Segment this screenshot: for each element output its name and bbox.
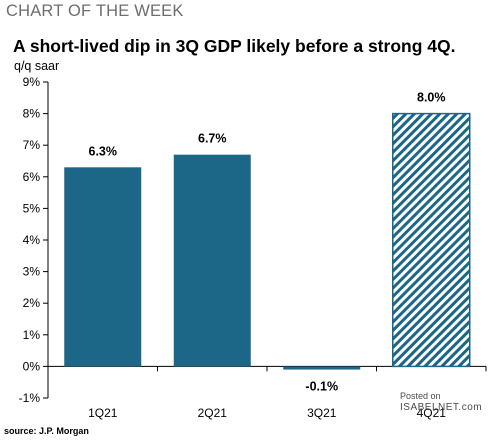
source-note: source: J.P. Morgan <box>4 426 89 436</box>
y-tick-label: 8% <box>23 107 41 121</box>
chart-kicker: CHART OF THE WEEK <box>6 2 184 20</box>
y-tick-label: 4% <box>23 233 41 247</box>
x-tick-label: 3Q21 <box>307 406 337 420</box>
x-tick-label: 4Q21 <box>417 406 447 420</box>
y-tick-label: 1% <box>23 328 41 342</box>
y-tick-label: 6% <box>23 170 41 184</box>
watermark: Posted on ISABELNET.com <box>400 390 482 414</box>
x-tick-label: 1Q21 <box>88 406 118 420</box>
bar-4q21 <box>392 112 471 368</box>
y-tick-label: 7% <box>23 138 41 152</box>
y-tick-label: 9% <box>23 75 41 89</box>
chart-title: A short-lived dip in 3Q GDP likely befor… <box>13 36 456 56</box>
y-tick-label: 3% <box>23 265 41 279</box>
y-tick-label: -1% <box>19 391 41 405</box>
bar-3q21 <box>283 366 361 370</box>
watermark-line-2: ISABELNET.com <box>400 402 483 413</box>
bar-2q21 <box>173 154 251 367</box>
y-axis-units: q/q saar <box>14 59 60 73</box>
bar-1q21 <box>64 167 142 367</box>
data-label: 6.7% <box>198 132 227 146</box>
data-label: 6.3% <box>89 144 118 158</box>
x-tick-label: 2Q21 <box>198 406 228 420</box>
watermark-line-1: Posted on <box>400 391 441 401</box>
y-tick-label: 2% <box>23 296 41 310</box>
y-tick-label: 0% <box>23 359 41 373</box>
data-label: 8.0% <box>417 91 446 105</box>
y-tick-label: 5% <box>23 201 41 215</box>
data-label: -0.1% <box>305 379 338 393</box>
